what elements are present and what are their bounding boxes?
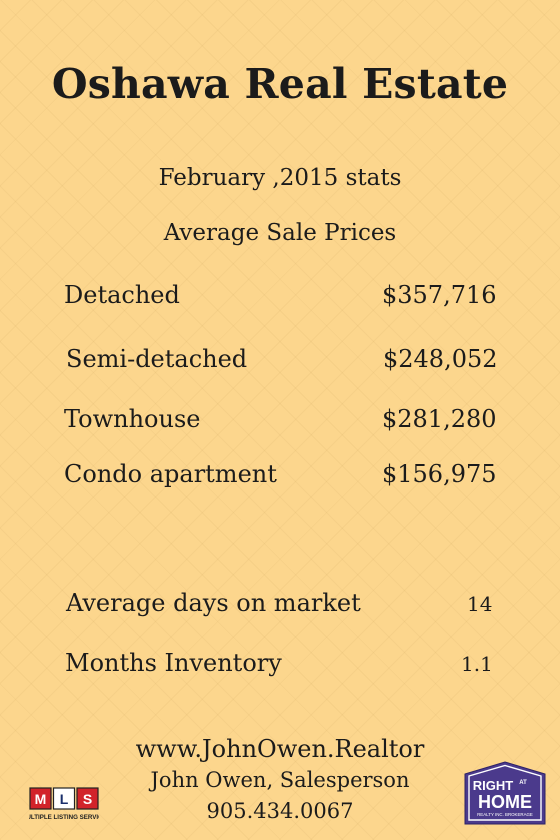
- svg-text:MULTIPLE LISTING SERVICE: MULTIPLE LISTING SERVICE: [29, 814, 99, 821]
- brokerage-logo: RIGHT AT HOME REALTY INC. BROKERAGE: [464, 761, 546, 825]
- price-value-detached: $357,716: [382, 281, 497, 309]
- page-title: Oshawa Real Estate: [51, 60, 509, 108]
- price-label-detached: Detached: [64, 281, 180, 309]
- agent-name: John Owen, Salesperson: [150, 768, 410, 792]
- svg-text:RIGHT: RIGHT: [473, 778, 514, 793]
- period-subtitle: February ,2015 stats: [158, 165, 402, 191]
- price-value-semi-detached: $248,052: [383, 345, 498, 373]
- stat-value-months-inventory: 1.1: [461, 652, 493, 676]
- price-label-condo: Condo apartment: [64, 460, 277, 488]
- price-label-semi-detached: Semi-detached: [66, 345, 248, 373]
- svg-text:AT: AT: [519, 780, 527, 786]
- stat-label-days-on-market: Average days on market: [66, 589, 361, 617]
- phone-number: 905.434.0067: [206, 799, 354, 823]
- price-label-townhouse: Townhouse: [64, 405, 201, 433]
- price-value-condo: $156,975: [382, 460, 497, 488]
- svg-text:HOME: HOME: [478, 792, 532, 812]
- stat-label-months-inventory: Months Inventory: [65, 649, 282, 677]
- section-heading: Average Sale Prices: [163, 220, 397, 246]
- price-value-townhouse: $281,280: [382, 405, 497, 433]
- stat-value-days-on-market: 14: [467, 592, 493, 616]
- mls-logo: M L S MULTIPLE LISTING SERVICE: [29, 787, 99, 821]
- website-link[interactable]: www.JohnOwen.Realtor: [135, 735, 425, 763]
- svg-text:M: M: [35, 791, 47, 807]
- svg-text:S: S: [83, 791, 92, 807]
- svg-text:L: L: [60, 791, 69, 807]
- svg-text:REALTY INC. BROKERAGE: REALTY INC. BROKERAGE: [477, 812, 533, 817]
